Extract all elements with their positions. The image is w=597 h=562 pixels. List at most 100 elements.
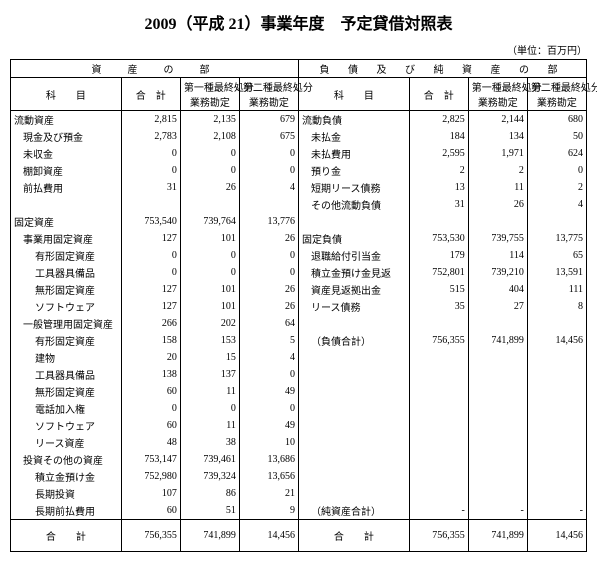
right-row-val: 753,530 (409, 230, 468, 247)
right-row-val: 65 (527, 247, 586, 264)
right-row-val: 114 (468, 247, 527, 264)
right-row-val (409, 451, 468, 468)
right-row-label (298, 349, 409, 366)
right-row-val (527, 451, 586, 468)
right-row-val (527, 400, 586, 417)
left-row-val: 127 (121, 230, 180, 247)
right-row-val: ‐ (468, 502, 527, 520)
left-row-val: 0 (239, 366, 298, 383)
left-row-label: 事業用固定資産 (11, 230, 122, 247)
left-row-label (11, 196, 122, 213)
right-row-val: 2,595 (409, 145, 468, 162)
right-row-label: （純資産合計） (298, 502, 409, 520)
left-row-val: 64 (239, 315, 298, 332)
right-row-val: ‐ (409, 502, 468, 520)
left-row-val: 679 (239, 111, 298, 129)
right-row-val (468, 451, 527, 468)
right-footer-label: 合 計 (298, 520, 409, 552)
balance-sheet-table: 資 産 の 部 負 債 及 び 純 資 産 の 部 科 目 合 計 第一種最終処… (10, 59, 587, 552)
left-row-val: 2,815 (121, 111, 180, 129)
right-row-val: 680 (527, 111, 586, 129)
right-row-val (468, 315, 527, 332)
left-row-val: 0 (121, 145, 180, 162)
left-row-val: 101 (180, 298, 239, 315)
left-row-val: 20 (121, 349, 180, 366)
left-row-val: 13,776 (239, 213, 298, 230)
left-footer-sub2: 14,456 (239, 520, 298, 552)
left-sub1-header: 第一種最終処分業務勘定 (180, 78, 239, 111)
right-row-val (527, 417, 586, 434)
right-row-val (468, 417, 527, 434)
right-row-label: 未払費用 (298, 145, 409, 162)
right-row-label (298, 434, 409, 451)
left-row-val: 60 (121, 417, 180, 434)
left-row-label: 工具器具備品 (11, 366, 122, 383)
assets-section-header: 資 産 の 部 (11, 60, 299, 78)
right-row-val (468, 366, 527, 383)
left-row-val: 49 (239, 417, 298, 434)
right-footer-total: 756,355 (409, 520, 468, 552)
left-row-val (239, 196, 298, 213)
left-row-label: 投資その他の資産 (11, 451, 122, 468)
left-row-val: 107 (121, 485, 180, 502)
left-row-label: 工具器具備品 (11, 264, 122, 281)
left-row-val: 38 (180, 434, 239, 451)
left-row-val: 0 (239, 145, 298, 162)
left-footer-label: 合 計 (11, 520, 122, 552)
left-row-val: 26 (239, 281, 298, 298)
left-row-label: 棚卸資産 (11, 162, 122, 179)
left-row-val: 31 (121, 179, 180, 196)
left-row-label: 固定資産 (11, 213, 122, 230)
right-row-label: 退職給付引当金 (298, 247, 409, 264)
right-row-label: リース債務 (298, 298, 409, 315)
left-row-val: 266 (121, 315, 180, 332)
left-row-val: 0 (180, 247, 239, 264)
right-row-val: 2 (409, 162, 468, 179)
right-row-val: 50 (527, 128, 586, 145)
right-row-label (298, 383, 409, 400)
right-row-val: 756,355 (409, 332, 468, 349)
right-row-val: 624 (527, 145, 586, 162)
right-row-val: 111 (527, 281, 586, 298)
right-row-val (468, 400, 527, 417)
right-row-label: （負債合計） (298, 332, 409, 349)
right-row-label (298, 485, 409, 502)
left-row-val: 86 (180, 485, 239, 502)
left-row-val: 137 (180, 366, 239, 383)
left-row-val: 138 (121, 366, 180, 383)
right-row-val (527, 366, 586, 383)
right-row-label: 固定負債 (298, 230, 409, 247)
right-row-val (527, 213, 586, 230)
left-row-val: 0 (239, 264, 298, 281)
right-item-header: 科 目 (298, 78, 409, 111)
left-row-val: 0 (121, 400, 180, 417)
right-row-val: 31 (409, 196, 468, 213)
right-row-val (527, 468, 586, 485)
left-row-val: 739,461 (180, 451, 239, 468)
right-row-label (298, 417, 409, 434)
right-sub1-header: 第一種最終処分業務勘定 (468, 78, 527, 111)
right-row-val: 26 (468, 196, 527, 213)
right-row-val (468, 383, 527, 400)
left-row-val: 9 (239, 502, 298, 520)
left-row-val: 739,324 (180, 468, 239, 485)
right-row-val: 739,755 (468, 230, 527, 247)
right-row-val (409, 485, 468, 502)
left-row-val: 0 (239, 247, 298, 264)
left-row-label: 前払費用 (11, 179, 122, 196)
left-row-val: 60 (121, 502, 180, 520)
right-row-label: 積立金預け金見返 (298, 264, 409, 281)
left-row-val: 753,147 (121, 451, 180, 468)
left-row-val: 0 (180, 145, 239, 162)
left-row-val (180, 196, 239, 213)
right-footer-sub1: 741,899 (468, 520, 527, 552)
left-row-val: 11 (180, 417, 239, 434)
right-row-label (298, 315, 409, 332)
left-row-val: 0 (239, 400, 298, 417)
right-row-val: 13,775 (527, 230, 586, 247)
right-row-val: 2 (468, 162, 527, 179)
right-row-val: 739,210 (468, 264, 527, 281)
right-row-label: その他流動負債 (298, 196, 409, 213)
left-total-header: 合 計 (121, 78, 180, 111)
right-row-val (409, 417, 468, 434)
